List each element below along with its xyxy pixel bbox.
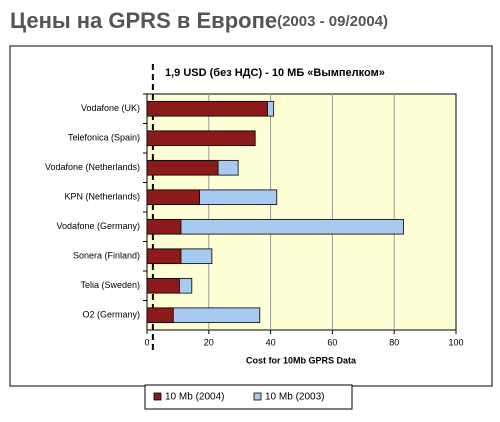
bar bbox=[146, 130, 256, 147]
legend-swatch bbox=[153, 392, 162, 401]
x-tick-label: 0 bbox=[144, 337, 149, 347]
bar bbox=[146, 248, 182, 265]
bars: Vodafone (UK) Telefonica (Spain) Vodafone … bbox=[45, 93, 404, 324]
legend-label: 10 Mb (2004) bbox=[165, 392, 224, 403]
legend bbox=[144, 384, 353, 410]
x-tick-label: 20 bbox=[204, 337, 214, 347]
legend-swatch bbox=[253, 392, 262, 401]
bar bbox=[146, 307, 174, 324]
bar bbox=[146, 277, 180, 294]
bar bbox=[146, 189, 200, 206]
y-tick-label: Telia (Sweden) bbox=[80, 280, 140, 290]
x-tick-label: 80 bbox=[389, 337, 399, 347]
bar bbox=[146, 100, 268, 117]
bar bbox=[146, 159, 219, 176]
chart-title: Цены на GPRS в Европе(2003 - 09/2004) bbox=[10, 8, 388, 33]
grid: 0 20 40 60 80 100 bbox=[144, 64, 464, 352]
legend-label: 10 Mb (2003) bbox=[265, 392, 324, 403]
x-tick-label: 40 bbox=[266, 337, 276, 347]
title: Цены на GPRS в Европе bbox=[10, 8, 277, 33]
y-tick-label: Telefonica (Spain) bbox=[68, 133, 140, 143]
y-tick-label: O2 (Germany) bbox=[82, 310, 140, 320]
y-tick-label: Vodafone (Netherlands) bbox=[45, 162, 140, 172]
y-tick-label: Sonera (Finland) bbox=[73, 251, 140, 261]
legend-items: 10 Mb (2004) 10 Mb (2003) bbox=[153, 392, 324, 403]
plot-area bbox=[146, 93, 457, 331]
subtitle: (2003 - 09/2004) bbox=[277, 13, 388, 30]
y-tick-label: KPN (Netherlands) bbox=[64, 192, 140, 202]
y-tick-label: Vodafone (Germany) bbox=[56, 221, 140, 231]
y-tick-label: Vodafone (UK) bbox=[81, 103, 140, 113]
bar bbox=[146, 218, 182, 235]
annotation: 1,9 USD (без НДС) - 10 МБ «Вымпелком» bbox=[165, 67, 385, 79]
x-axis-label: Cost for 10Mb GPRS Data bbox=[246, 355, 357, 365]
x-tick-label: 100 bbox=[448, 337, 463, 347]
x-tick-label: 60 bbox=[327, 337, 337, 347]
bar bbox=[146, 218, 404, 235]
